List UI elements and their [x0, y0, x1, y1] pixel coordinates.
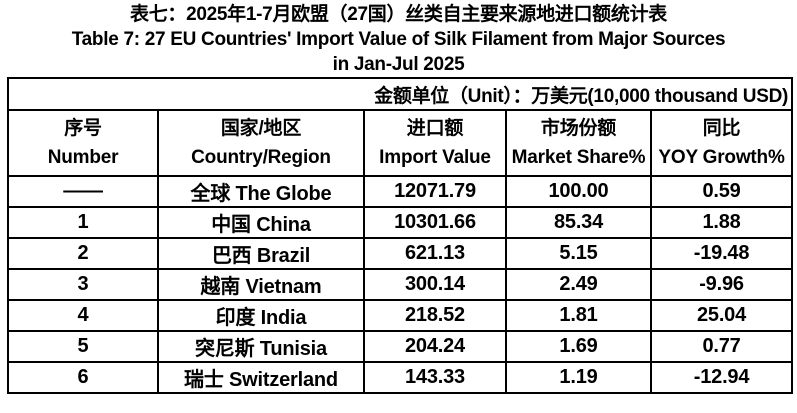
col-header-country-en: Country/Region [191, 147, 331, 168]
cell-market-share: 1.69 [505, 330, 652, 363]
table-title-block: 表七：2025年1-7月欧盟（27国）丝类自主要来源地进口额统计表 Table … [0, 0, 797, 77]
cell-number: 1 [7, 206, 159, 239]
col-header-import-value: 进口额 Import Value [363, 109, 507, 177]
cell-import-value: 204.24 [363, 330, 507, 363]
cell-market-share: 85.34 [505, 206, 652, 239]
col-header-country-zh: 国家/地区 [220, 118, 302, 139]
cell-country: 全球 The Globe [157, 175, 365, 208]
cell-number: 2 [7, 237, 159, 270]
cell-market-share: 5.15 [505, 237, 652, 270]
cell-yoy-growth: -9.96 [649, 268, 794, 301]
import-stats-table: 金额单位（Unit）：万美元(10,000 thousand USD) 序号 N… [6, 77, 794, 394]
title-period: in Jan-Jul 2025 [332, 54, 465, 75]
title-chinese: 表七：2025年1-7月欧盟（27国）丝类自主要来源地进口额统计表 [130, 4, 667, 25]
cell-country: 突尼斯 Tunisia [157, 330, 365, 363]
cell-market-share: 1.19 [505, 361, 652, 394]
header-row: 序号 Number 国家/地区 Country/Region 进口额 Impor… [7, 109, 794, 177]
col-header-number-en: Number [47, 147, 119, 168]
table-row: 3 越南 Vietnam 300.14 2.49 -9.96 [7, 268, 794, 301]
cell-yoy-growth: 1.88 [649, 206, 794, 239]
cell-number: 5 [7, 330, 159, 363]
cell-yoy-growth: 0.59 [649, 175, 794, 208]
cell-number: 6 [7, 361, 159, 394]
col-header-import-value-zh: 进口额 [406, 118, 464, 139]
table-row: 2 巴西 Brazil 621.13 5.15 -19.48 [7, 237, 794, 270]
col-header-yoy-growth-en: YOY Growth% [658, 147, 785, 168]
col-header-number-zh: 序号 [64, 118, 102, 139]
table-body: —— 全球 The Globe 12071.79 100.00 0.59 1 中国 Chin… [7, 175, 794, 394]
cell-import-value: 621.13 [363, 237, 507, 270]
cell-market-share: 1.81 [505, 299, 652, 332]
col-header-import-value-en: Import Value [379, 147, 491, 168]
cell-number: 4 [7, 299, 159, 332]
cell-import-value: 300.14 [363, 268, 507, 301]
table-row: 5 突尼斯 Tunisia 204.24 1.69 0.77 [7, 330, 794, 363]
table-row: 1 中国 China 10301.66 85.34 1.88 [7, 206, 794, 239]
cell-market-share: 100.00 [505, 175, 652, 208]
cell-import-value: 218.52 [363, 299, 507, 332]
cell-import-value: 143.33 [363, 361, 507, 394]
cell-import-value: 12071.79 [363, 175, 507, 208]
unit-row: 金额单位（Unit）：万美元(10,000 thousand USD) [6, 77, 794, 111]
cell-yoy-growth: -19.48 [649, 237, 794, 270]
col-header-market-share: 市场份额 Market Share% [505, 109, 652, 177]
col-header-country: 国家/地区 Country/Region [157, 109, 365, 177]
cell-number: —— [7, 175, 159, 208]
title-english: Table 7: 27 EU Countries' Import Value o… [71, 29, 726, 50]
cell-country: 巴西 Brazil [157, 237, 365, 270]
cell-country: 印度 India [157, 299, 365, 332]
cell-yoy-growth: 0.77 [649, 330, 794, 363]
table-row: —— 全球 The Globe 12071.79 100.00 0.59 [7, 175, 794, 208]
unit-note: 金额单位（Unit）：万美元(10,000 thousand USD) [6, 77, 794, 111]
cell-number: 3 [7, 268, 159, 301]
col-header-number: 序号 Number [7, 109, 159, 177]
cell-country: 中国 China [157, 206, 365, 239]
table-row: 4 印度 India 218.52 1.81 25.04 [7, 299, 794, 332]
col-header-market-share-zh: 市场份额 [540, 118, 617, 139]
cell-import-value: 10301.66 [363, 206, 507, 239]
cell-yoy-growth: 25.04 [649, 299, 794, 332]
cell-country: 瑞士 Switzerland [157, 361, 365, 394]
cell-country: 越南 Vietnam [157, 268, 365, 301]
cell-yoy-growth: -12.94 [649, 361, 794, 394]
table-row: 6 瑞士 Switzerland 143.33 1.19 -12.94 [7, 361, 794, 394]
cell-market-share: 2.49 [505, 268, 652, 301]
col-header-market-share-en: Market Share% [511, 147, 646, 168]
col-header-yoy-growth-zh: 同比 [702, 118, 741, 139]
col-header-yoy-growth: 同比 YOY Growth% [649, 109, 794, 177]
